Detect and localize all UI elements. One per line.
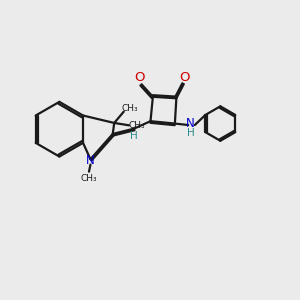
Text: O: O	[134, 71, 145, 84]
Text: CH₃: CH₃	[81, 174, 97, 183]
Text: CH₃: CH₃	[128, 121, 145, 130]
Text: O: O	[179, 71, 190, 84]
Text: N: N	[186, 117, 195, 130]
Text: H: H	[187, 128, 195, 138]
Text: H: H	[130, 131, 138, 141]
Text: CH₃: CH₃	[122, 103, 139, 112]
Text: N: N	[86, 154, 95, 167]
